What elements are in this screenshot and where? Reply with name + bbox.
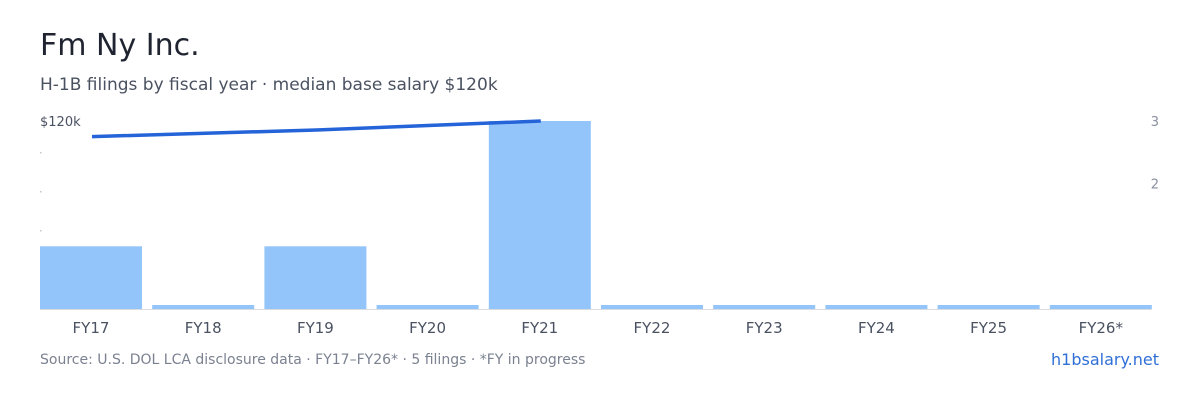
x-tick-label: FY24	[858, 319, 895, 337]
salary-line	[91, 119, 541, 139]
chart-title: Fm Ny Inc.	[40, 28, 200, 63]
x-tick-label: FY19	[297, 319, 334, 337]
bar-FY22	[601, 305, 703, 309]
axis-group	[40, 152, 1152, 310]
bar-FY21	[488, 121, 591, 309]
bar-FY24	[825, 305, 928, 309]
right-axis-tick-label: 2	[1151, 178, 1159, 193]
left-axis-tick	[40, 152, 42, 154]
left-axis-tick	[40, 191, 42, 193]
bar-FY23	[713, 305, 816, 309]
bar-FY26	[1049, 305, 1152, 309]
left-axis-label: $120k	[40, 115, 81, 130]
x-tick-label: FY21	[521, 319, 558, 337]
source-note: Source: U.S. DOL LCA disclosure data · F…	[40, 352, 586, 368]
right-axis-tick-label: 3	[1151, 115, 1159, 130]
bar-FY17	[40, 246, 142, 309]
x-tick-label: FY23	[746, 319, 783, 337]
x-tick-label: FY18	[185, 319, 222, 337]
left-axis-tick	[40, 230, 42, 232]
line-group	[91, 119, 541, 139]
x-tick-label: FY25	[970, 319, 1007, 337]
x-tick-label: FY22	[634, 319, 671, 337]
chart-subtitle: H-1B filings by fiscal year · median bas…	[40, 75, 498, 95]
x-tick-label: FY20	[409, 319, 446, 337]
bars-group	[40, 121, 1152, 309]
bar-FY20	[376, 305, 479, 309]
labels-group: FY17 FY18 FY19 FY20 FY21 FY22 FY23 FY24 FY25 FY26…	[40, 115, 1159, 337]
x-tick-label: FY26*	[1079, 319, 1124, 337]
bar-FY25	[937, 305, 1040, 309]
site-link[interactable]: h1bsalary.net	[1051, 350, 1159, 369]
bar-FY18	[152, 305, 255, 309]
bar-FY19	[264, 246, 367, 309]
x-tick-label: FY17	[73, 319, 110, 337]
